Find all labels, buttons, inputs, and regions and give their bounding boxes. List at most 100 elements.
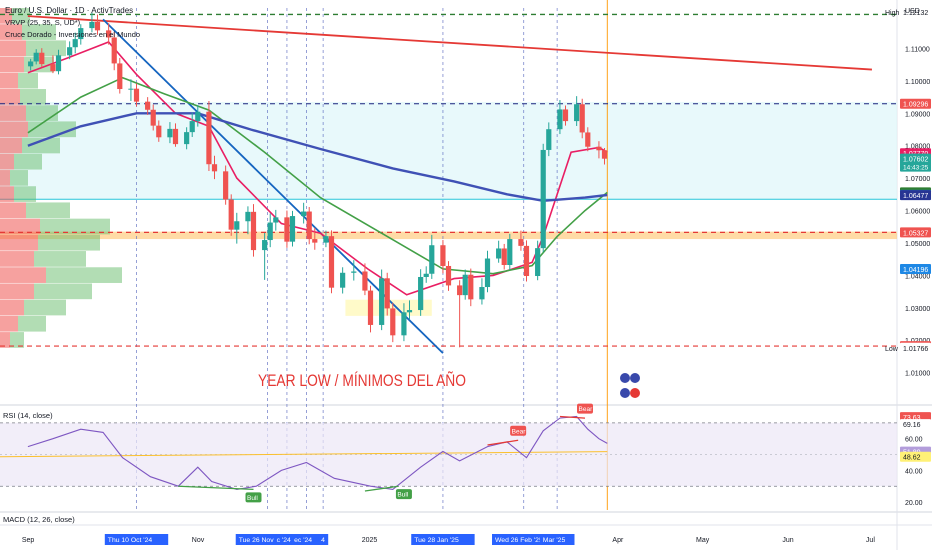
candle-body[interactable] xyxy=(312,239,318,243)
moving-average-ema_blue[interactable] xyxy=(27,112,608,203)
rsi-line[interactable] xyxy=(27,415,608,490)
candle-body[interactable] xyxy=(457,285,463,296)
candle-body[interactable] xyxy=(72,39,78,48)
date-highlight-label[interactable]: 4 xyxy=(321,537,325,544)
event-flag-icons[interactable] xyxy=(620,373,640,398)
trendline[interactable] xyxy=(27,15,872,71)
candle-body[interactable] xyxy=(33,52,39,62)
candle-body[interactable] xyxy=(423,273,429,277)
candle-body[interactable] xyxy=(128,88,134,90)
candle-body[interactable] xyxy=(501,248,507,265)
candle-body[interactable] xyxy=(167,128,173,138)
candle-body[interactable] xyxy=(557,109,563,130)
candle-body[interactable] xyxy=(379,278,385,325)
date-highlight-label[interactable]: Mar '25 xyxy=(543,537,566,544)
candle-body[interactable] xyxy=(39,52,45,65)
rsi-signal-badge[interactable] xyxy=(510,425,527,436)
candle-body[interactable] xyxy=(540,149,546,249)
macd-label[interactable]: MACD (12, 26, close) xyxy=(3,515,75,524)
candle-body[interactable] xyxy=(367,290,374,325)
candle-body[interactable] xyxy=(440,245,446,266)
candle-body[interactable] xyxy=(206,111,212,165)
date-highlight-label[interactable]: Tue 26 Nov '24 xyxy=(239,537,285,544)
rsi-signal-badge[interactable] xyxy=(245,492,262,503)
date-highlight-label[interactable]: c '24 xyxy=(277,537,291,544)
candle-body[interactable] xyxy=(496,248,502,259)
candle-body[interactable] xyxy=(211,164,218,172)
candle-body[interactable] xyxy=(133,88,140,102)
candle-body[interactable] xyxy=(418,276,424,311)
candle-body[interactable] xyxy=(462,274,468,296)
candle-body[interactable] xyxy=(535,248,541,277)
candle-body[interactable] xyxy=(340,272,346,288)
event-flag-icon[interactable] xyxy=(620,388,630,398)
candle-body[interactable] xyxy=(523,245,530,277)
candle-body[interactable] xyxy=(150,109,156,126)
candle-body[interactable] xyxy=(189,121,195,133)
candle-body[interactable] xyxy=(406,310,413,313)
event-flag-icon[interactable] xyxy=(630,388,640,398)
candle-body[interactable] xyxy=(323,236,329,243)
candle-body[interactable] xyxy=(468,274,474,300)
rsi-signal-badge[interactable] xyxy=(395,489,412,500)
candle-body[interactable] xyxy=(601,150,608,159)
candle-body[interactable] xyxy=(250,211,257,251)
candle-body[interactable] xyxy=(78,28,84,40)
candle-body[interactable] xyxy=(50,64,56,72)
candle-body[interactable] xyxy=(445,265,452,286)
candle-body[interactable] xyxy=(94,21,101,31)
candle-body[interactable] xyxy=(284,217,290,242)
candle-body[interactable] xyxy=(172,128,179,145)
event-flag-icon[interactable] xyxy=(630,373,640,383)
candle-body[interactable] xyxy=(55,55,62,72)
candle-body[interactable] xyxy=(234,221,240,230)
date-highlight-label[interactable]: ec '24 xyxy=(294,537,312,544)
candle-body[interactable] xyxy=(223,171,229,200)
candle-body[interactable] xyxy=(518,239,524,246)
candle-body[interactable] xyxy=(574,104,580,122)
candle-body[interactable] xyxy=(596,146,602,151)
candle-body[interactable] xyxy=(351,271,357,273)
candle-body[interactable] xyxy=(245,211,251,222)
date-highlight-label[interactable]: Thu 10 Oct '24 xyxy=(108,537,153,544)
candle-body[interactable] xyxy=(579,104,585,133)
candle-body[interactable] xyxy=(507,239,513,265)
candle-body[interactable] xyxy=(228,199,234,230)
date-highlight-label[interactable]: Tue 28 Jan '25 xyxy=(414,537,459,544)
candle-body[interactable] xyxy=(289,216,296,242)
candle-body[interactable] xyxy=(362,271,368,291)
candle-body[interactable] xyxy=(546,129,552,150)
date-highlight-label[interactable]: Wed 26 Feb '25 xyxy=(495,537,543,544)
candle-body[interactable] xyxy=(306,211,312,240)
candle-body[interactable] xyxy=(401,312,407,336)
candle-body[interactable] xyxy=(184,132,190,145)
candle-body[interactable] xyxy=(117,63,123,90)
indicator-vrvp[interactable]: VRVP (25, 35, S, UD*) xyxy=(5,18,81,27)
symbol-title[interactable]: Euro / U.S. Dollar · 1D · ActivTrades xyxy=(5,6,133,15)
candle-body[interactable] xyxy=(111,37,117,64)
candle-body[interactable] xyxy=(156,125,162,138)
moving-average-ema_green[interactable] xyxy=(27,76,608,275)
candle-body[interactable] xyxy=(390,308,396,336)
candle-body[interactable] xyxy=(384,278,390,309)
candle-body[interactable] xyxy=(479,287,485,300)
candle-body[interactable] xyxy=(195,111,201,122)
candle-body[interactable] xyxy=(262,240,268,251)
candle-body[interactable] xyxy=(106,30,112,38)
candle-body[interactable] xyxy=(89,21,95,29)
candle-body[interactable] xyxy=(585,132,591,147)
candle-body[interactable] xyxy=(28,61,34,67)
moving-average-ema_pink[interactable] xyxy=(27,41,608,296)
candle-body[interactable] xyxy=(301,211,307,217)
candle-body[interactable] xyxy=(267,222,273,241)
candle-body[interactable] xyxy=(145,101,151,110)
indicator-cruce-dorado[interactable]: Cruce Dorado - Inversiones en el Mundo xyxy=(5,30,140,39)
candle-body[interactable] xyxy=(562,109,569,122)
rsi-signal-badge[interactable] xyxy=(577,403,593,414)
candle-body[interactable] xyxy=(67,47,73,56)
rsi-label[interactable]: RSI (14, close) xyxy=(3,411,53,420)
candle-body[interactable] xyxy=(328,236,335,288)
event-flag-icon[interactable] xyxy=(620,373,630,383)
candle-body[interactable] xyxy=(484,258,491,288)
